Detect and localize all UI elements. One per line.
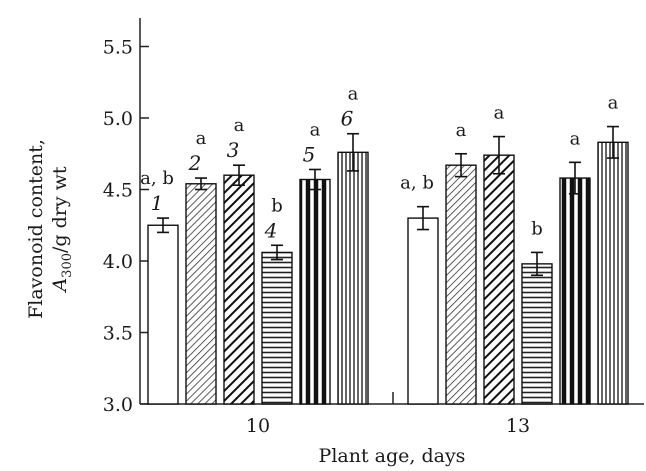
y-tick-label: 4.0 xyxy=(103,251,133,273)
bar xyxy=(559,177,591,405)
y-tick-label: 5.5 xyxy=(103,37,133,59)
bar-number-label: 6 xyxy=(341,107,354,131)
significance-label: a xyxy=(570,128,581,149)
significance-label: a xyxy=(234,115,245,136)
bar-number-label: 1 xyxy=(151,191,164,215)
bar xyxy=(337,151,369,405)
y-tick-label: 3.0 xyxy=(103,394,133,416)
bar xyxy=(483,154,515,405)
bar xyxy=(407,217,439,405)
bar xyxy=(185,183,217,405)
bar-number-label: 3 xyxy=(227,138,240,162)
y-axis-title-symbol: A xyxy=(49,278,71,294)
significance-label: a, b xyxy=(140,168,174,189)
bar xyxy=(299,178,331,405)
significance-label: a xyxy=(608,93,619,114)
y-tick-label: 5.0 xyxy=(103,108,133,130)
bar-number-label: 5 xyxy=(303,142,316,166)
y-tick-label: 3.5 xyxy=(103,323,133,345)
significance-label: a xyxy=(310,119,321,140)
bar xyxy=(147,224,179,405)
bar xyxy=(223,174,255,405)
bar xyxy=(521,263,553,405)
x-category-label: 10 xyxy=(246,415,270,437)
y-axis-title-subscript: 300 xyxy=(60,253,75,278)
y-axis-title-line2: A300/g dry wt xyxy=(49,166,75,293)
significance-label: b xyxy=(271,195,283,216)
y-axis-title-unit: /g dry wt xyxy=(49,166,71,253)
y-axis-ticks: 3.0 3.5 4.0 4.5 5.0 5.5 xyxy=(103,37,149,416)
bar xyxy=(261,251,293,405)
significance-label: b xyxy=(531,218,543,239)
x-axis-tick-labels: 10 13 xyxy=(246,415,530,437)
y-tick-label: 4.5 xyxy=(103,180,133,202)
significance-label: a xyxy=(456,120,467,141)
x-axis-title: Plant age, days xyxy=(319,445,466,467)
y-axis-title: Flavonoid content, A300/g dry wt xyxy=(25,139,75,319)
significance-label: a xyxy=(494,103,505,124)
bar-number-label: 4 xyxy=(264,218,278,242)
bar-number-label: 2 xyxy=(188,151,202,175)
bar xyxy=(597,141,629,405)
bar xyxy=(445,164,477,405)
significance-label: a xyxy=(348,84,359,105)
y-axis-title-line1: Flavonoid content, xyxy=(25,139,47,319)
significance-label: a xyxy=(196,128,207,149)
significance-label: a, b xyxy=(400,173,434,194)
x-category-label: 13 xyxy=(506,415,530,437)
